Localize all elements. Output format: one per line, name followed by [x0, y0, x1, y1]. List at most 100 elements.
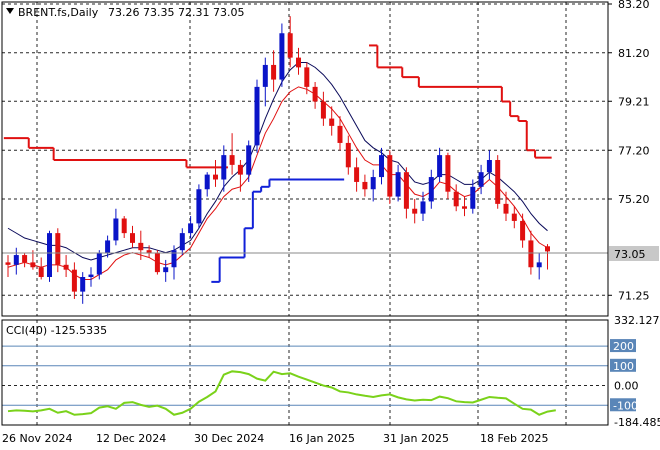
collapse-triangle-icon	[6, 8, 14, 14]
price-tick-label: 81.20	[618, 47, 650, 60]
candle-body	[478, 172, 484, 187]
price-tick-label: 75.20	[618, 193, 650, 206]
main-panel-frame	[1, 1, 609, 317]
price-tick-label: 83.20	[618, 0, 650, 11]
stop-lines	[3, 44, 552, 283]
candle-body	[71, 269, 77, 292]
cci-tick-label: -184.485	[614, 416, 660, 429]
candle-body	[329, 118, 335, 126]
cci-tick-label: 100	[613, 360, 634, 373]
candle-body	[545, 246, 550, 252]
cci-axis: 332.127 200 100 0.00 -100 -184.485	[610, 314, 660, 429]
candle-body	[254, 86, 260, 146]
main-price-panel	[1, 1, 609, 317]
candle-body	[88, 274, 94, 277]
candle-body	[470, 186, 476, 209]
candle-body	[271, 64, 277, 80]
candle-body	[213, 174, 218, 180]
cci-tick-label: -100	[613, 399, 638, 412]
candle-body	[462, 206, 467, 209]
header: BRENT.fs,Daily 73.26 73.35 72.31 73.05	[6, 6, 244, 19]
date-tick-label: 12 Dec 2024	[96, 432, 166, 445]
candle-body	[403, 172, 409, 209]
candle-body	[296, 57, 301, 68]
candle-body	[13, 255, 19, 265]
candle-body	[80, 277, 86, 292]
candle-body	[520, 220, 526, 241]
candle-body	[22, 255, 28, 263]
price-tick-label: 79.21	[618, 95, 650, 108]
candle-body	[146, 250, 152, 253]
cci-panel	[1, 319, 609, 426]
candle-body	[163, 267, 169, 273]
current-price-badge: 73.05	[609, 246, 659, 261]
cci-level-badge	[610, 339, 636, 353]
candle-body	[511, 213, 517, 221]
candle-body	[179, 233, 185, 251]
cci-level-badge	[610, 358, 636, 372]
candle-body	[121, 218, 127, 234]
candle-body	[30, 262, 36, 268]
candle-body	[320, 101, 326, 119]
candle-body	[312, 86, 318, 102]
candle-body	[229, 155, 235, 165]
candle-body	[38, 267, 44, 277]
candle-body	[47, 233, 52, 277]
candles	[5, 16, 550, 304]
candle-body	[503, 203, 509, 214]
candle-body	[237, 164, 243, 175]
candle-body	[486, 160, 492, 173]
candle-body	[113, 218, 119, 241]
date-tick-label: 31 Jan 2025	[383, 432, 449, 445]
candle-body	[304, 67, 310, 87]
price-tick-label: 71.25	[618, 289, 650, 302]
cci-tick-label: 200	[613, 340, 634, 353]
candle-body	[154, 252, 160, 273]
candle-body	[279, 33, 285, 80]
date-axis: 26 Nov 2024 12 Dec 2024 30 Dec 2024 16 Jan …	[2, 432, 548, 445]
candle-body	[105, 240, 111, 253]
date-tick-label: 16 Jan 2025	[289, 432, 355, 445]
symbol-label: BRENT.fs,Daily	[18, 6, 99, 19]
price-badge-value: 73.05	[614, 248, 646, 261]
candle-body	[362, 181, 368, 190]
cci-grid	[2, 320, 608, 425]
candle-body	[428, 177, 434, 202]
candle-body	[246, 145, 252, 175]
candle-body	[130, 233, 135, 243]
candle-body	[171, 250, 177, 268]
candle-body	[395, 172, 401, 197]
cci-level-badge	[610, 398, 636, 412]
price-badge-background	[609, 246, 659, 261]
candle-body	[221, 155, 227, 180]
candle-body	[55, 233, 61, 265]
candle-body	[536, 262, 542, 268]
candle-body	[420, 201, 426, 214]
candle-body	[387, 155, 393, 197]
price-tick-label: 77.20	[618, 144, 650, 157]
candle-body	[96, 252, 102, 275]
candle-body	[337, 125, 343, 143]
cci-label: CCI(40) -125.5335	[6, 324, 107, 337]
ohlc-values: 73.26 73.35 72.31 73.05	[108, 6, 244, 19]
candle-body	[63, 264, 69, 270]
candle-body	[453, 191, 459, 207]
candle-body	[495, 160, 501, 204]
candle-body	[188, 223, 194, 234]
candle-body	[5, 262, 11, 265]
candle-body	[370, 177, 376, 190]
candle-body	[262, 64, 268, 87]
cci-tick-label: 332.127	[614, 314, 660, 327]
cci-panel-frame	[1, 319, 609, 426]
candle-body	[445, 155, 451, 192]
candle-body	[287, 33, 293, 58]
cci-line	[7, 370, 556, 416]
price-axis: 83.20 81.20 79.21 77.20 75.20 71.25	[608, 0, 650, 302]
candle-body	[412, 208, 418, 214]
candle-body	[528, 240, 534, 268]
candle-body	[196, 189, 202, 224]
candle-body	[345, 142, 351, 168]
date-tick-label: 30 Dec 2024	[194, 432, 264, 445]
